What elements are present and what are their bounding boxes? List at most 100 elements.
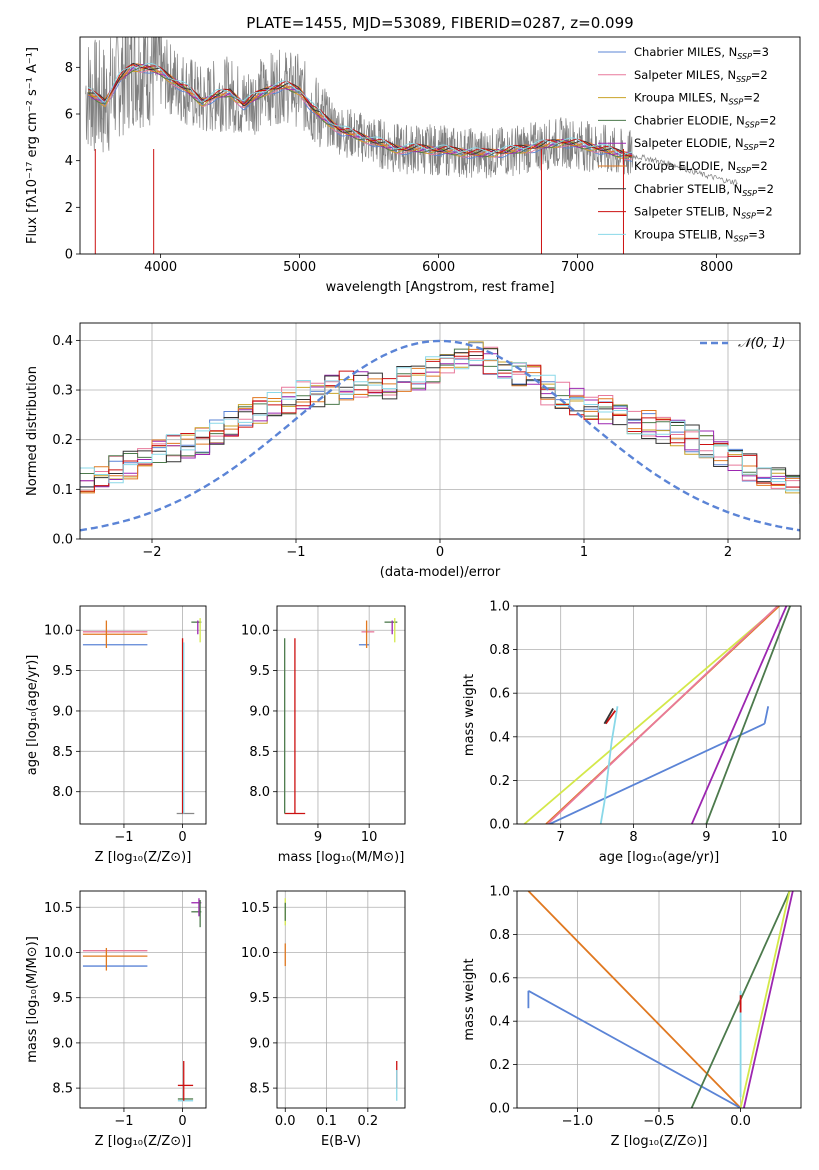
y-tick-label: 1.0 bbox=[489, 600, 510, 615]
y-tick-label: 9.0 bbox=[52, 704, 73, 719]
x-axis-label: E(B-V) bbox=[321, 1134, 361, 1149]
x-tick-label: 0 bbox=[178, 1114, 186, 1129]
y-tick-label: 8 bbox=[65, 61, 73, 76]
mass-vs-ebv-panel: 0.0 0.1 0.2 8.5 9.0 9.5 10.0 10.5 E(B-V) bbox=[241, 890, 406, 1149]
y-tick-label: 0.4 bbox=[489, 730, 510, 745]
axes-frame bbox=[79, 322, 801, 540]
x-axis-label: mass [log₁₀(M/M⊙)] bbox=[278, 850, 405, 865]
y-tick-label: 0 bbox=[65, 248, 73, 263]
model-spectrum-line bbox=[88, 62, 633, 155]
y-tick-label: 10.0 bbox=[44, 946, 73, 961]
x-tick-label: 0.0 bbox=[275, 1114, 296, 1129]
legend-label: Chabrier MILES, NSSP=3 bbox=[634, 45, 769, 61]
mass-vs-z-panel: −1 0 8.5 9.0 9.5 10.0 10.5 Z [log₁₀(Z/Z⊙)] mass … bbox=[25, 890, 207, 1149]
x-tick-label: −1.0 bbox=[562, 1114, 594, 1129]
x-tick-label: 1 bbox=[580, 545, 588, 560]
y-tick-label: 0.8 bbox=[489, 643, 510, 658]
data-spectrum-line bbox=[85, 37, 738, 186]
y-axis-label: mass weight bbox=[462, 958, 477, 1040]
cumulative-weight-line bbox=[743, 891, 794, 1108]
x-axis-label: (data-model)/error bbox=[380, 565, 501, 580]
weight-plot-area bbox=[523, 606, 791, 824]
legend-label: Kroupa MILES, NSSP=2 bbox=[634, 91, 760, 107]
y-tick-label: 8.5 bbox=[249, 1082, 270, 1097]
x-tick-label: −1 bbox=[114, 1114, 133, 1129]
axes-frame bbox=[79, 605, 207, 825]
cumulative-weight-line bbox=[599, 706, 619, 824]
x-axis-label: Z [log₁₀(Z/Z⊙)] bbox=[611, 1134, 708, 1149]
x-tick-label: 9 bbox=[314, 830, 322, 845]
y-tick-label: 10.5 bbox=[241, 901, 270, 916]
cumulative-weight-line bbox=[523, 606, 780, 824]
x-tick-label: 0.1 bbox=[316, 1114, 337, 1129]
y-tick-label: 9.5 bbox=[249, 664, 270, 679]
y-tick-label: 0.2 bbox=[489, 1058, 510, 1073]
cumulative-weight-line bbox=[763, 706, 770, 724]
residual-histogram bbox=[80, 356, 800, 500]
y-tick-label: 0.2 bbox=[52, 433, 73, 448]
y-tick-label: 6 bbox=[65, 108, 73, 123]
figure-title: PLATE=1455, MJD=53089, FIBERID=0287, z=0… bbox=[246, 14, 633, 32]
legend-label: Salpeter ELODIE, NSSP=2 bbox=[634, 136, 775, 152]
axes-frame bbox=[516, 605, 802, 825]
cumulative-weight-line bbox=[705, 606, 791, 824]
x-axis-label: age [log₁₀(age/yr)] bbox=[599, 850, 720, 865]
normal-curve bbox=[80, 339, 800, 532]
x-axis-label: Z [log₁₀(Z/Z⊙)] bbox=[95, 1134, 192, 1149]
errorbar-plot-area bbox=[82, 898, 202, 1102]
y-tick-label: 8.5 bbox=[52, 745, 73, 760]
x-tick-label: 8000 bbox=[700, 260, 733, 275]
y-tick-label: 10.0 bbox=[241, 624, 270, 639]
x-tick-label: −2 bbox=[142, 545, 161, 560]
model-spectrum-line bbox=[88, 63, 633, 157]
x-tick-label: 10 bbox=[771, 830, 788, 845]
x-tick-label: 0.0 bbox=[730, 1114, 751, 1129]
y-tick-label: 0.4 bbox=[489, 1015, 510, 1030]
errorbar-plot-area bbox=[284, 618, 398, 815]
y-axis-label: Normed distribution bbox=[25, 366, 40, 496]
y-tick-label: 1.0 bbox=[489, 885, 510, 900]
y-tick-label: 0.6 bbox=[489, 971, 510, 986]
spectrum-legend: Chabrier MILES, NSSP=3 Salpeter MILES, NS… bbox=[598, 45, 776, 243]
axes-frame bbox=[276, 890, 406, 1109]
x-tick-label: 8 bbox=[629, 830, 637, 845]
y-tick-label: 8.5 bbox=[52, 1082, 73, 1097]
x-tick-label: 0 bbox=[178, 830, 186, 845]
x-tick-label: 4000 bbox=[144, 260, 177, 275]
y-tick-label: 10.0 bbox=[44, 624, 73, 639]
y-axis-label: mass weight bbox=[462, 674, 477, 756]
age-vs-z-panel: −1 0 8.0 8.5 9.0 9.5 10.0 Z [log₁₀(Z/Z⊙)] age [l… bbox=[25, 605, 207, 865]
cumulative-weight-line bbox=[690, 606, 788, 824]
cumulative-weight-line bbox=[739, 891, 791, 1108]
legend-label: Kroupa ELODIE, NSSP=2 bbox=[634, 159, 768, 175]
x-tick-label: 7000 bbox=[561, 260, 594, 275]
y-tick-label: 8.0 bbox=[249, 785, 270, 800]
y-tick-label: 8.5 bbox=[249, 745, 270, 760]
x-tick-label: 7 bbox=[557, 830, 565, 845]
x-axis-label: wavelength [Angstrom, rest frame] bbox=[326, 280, 555, 295]
errorbar-plot-area bbox=[284, 898, 398, 1101]
axes-frame bbox=[79, 890, 207, 1109]
axes-frame bbox=[79, 36, 801, 255]
y-axis-label: mass [log₁₀(M/M⊙)] bbox=[25, 936, 40, 1063]
y-axis-label: Flux [fλ10⁻¹⁷ erg cm⁻² s⁻¹ A⁻¹] bbox=[25, 47, 40, 244]
x-tick-label: 6000 bbox=[422, 260, 455, 275]
legend-label: Chabrier STELIB, NSSP=2 bbox=[634, 182, 774, 198]
legend-label: Salpeter STELIB, NSSP=2 bbox=[634, 205, 773, 221]
x-tick-label: 0 bbox=[436, 545, 444, 560]
y-tick-label: 8.0 bbox=[52, 785, 73, 800]
y-tick-label: 2 bbox=[65, 201, 73, 216]
age-vs-mass-panel: 9 10 8.0 8.5 9.0 9.5 10.0 mass [log₁₀(M/M⊙)] bbox=[241, 605, 406, 865]
model-spectrum-line bbox=[88, 62, 633, 158]
errorbar-plot-area bbox=[82, 618, 202, 815]
spectrum-plot-area bbox=[85, 37, 738, 254]
model-spectrum-line bbox=[88, 64, 633, 157]
x-tick-label: −0.5 bbox=[643, 1114, 675, 1129]
x-axis-label: Z [log₁₀(Z/Z⊙)] bbox=[95, 850, 192, 865]
y-tick-label: 10.5 bbox=[44, 901, 73, 916]
y-tick-label: 0.0 bbox=[489, 818, 510, 833]
cumulative-weight-line bbox=[603, 708, 614, 725]
y-tick-label: 0.3 bbox=[52, 384, 73, 399]
weight-plot-area bbox=[527, 891, 794, 1108]
